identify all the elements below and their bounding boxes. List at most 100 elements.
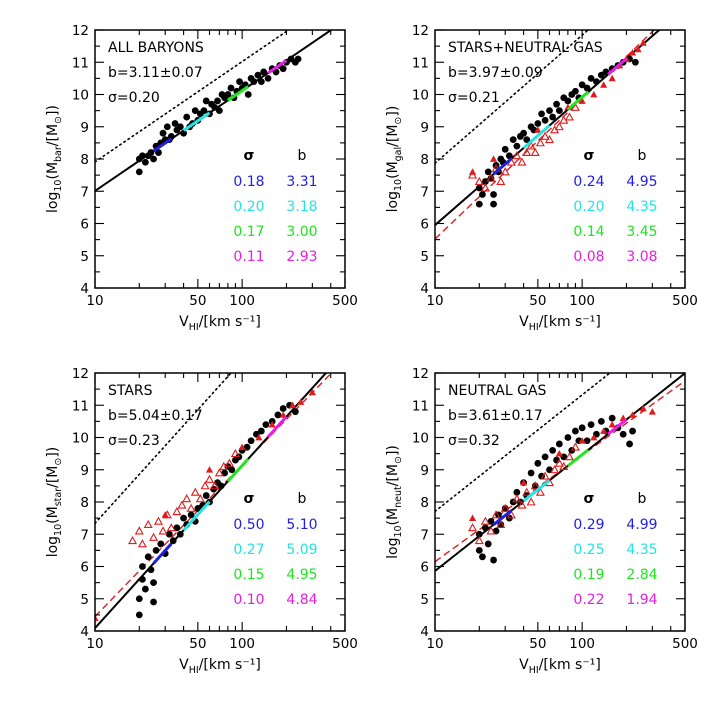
x-tick-label: 500	[332, 636, 358, 652]
data-point	[549, 447, 557, 454]
data-point	[526, 497, 536, 506]
data-point	[519, 479, 528, 486]
x-tick-label: 500	[332, 293, 358, 309]
data-point	[546, 107, 553, 115]
x-tick-label: 500	[672, 293, 698, 309]
fit-slope-text: b=3.97±0.09	[448, 65, 543, 81]
data-point	[236, 78, 243, 85]
bin-segment-2	[522, 479, 551, 503]
data-point	[512, 494, 522, 503]
bin-b-value: 4.35	[626, 542, 657, 558]
bin-sigma-value: 0.20	[233, 199, 264, 215]
x-axis-label: VHI/[km s⁻¹]	[179, 314, 261, 333]
data-point	[157, 540, 165, 548]
data-point	[572, 87, 579, 95]
data-point	[559, 461, 569, 470]
data-point	[550, 465, 560, 474]
data-point	[141, 158, 149, 166]
data-point	[587, 421, 595, 428]
data-point	[535, 138, 545, 147]
data-point	[484, 168, 492, 176]
y-tick-label: 12	[72, 23, 89, 39]
data-point	[475, 530, 483, 538]
data-point	[288, 401, 297, 409]
bin-b-value: 4.99	[626, 517, 657, 533]
data-point	[512, 151, 522, 160]
data-point	[531, 482, 539, 490]
y-tick-label: 9	[420, 120, 429, 136]
data-point	[608, 421, 616, 428]
bin-segment-2	[182, 500, 211, 532]
x-axis-label: VHI/[km s⁻¹]	[179, 657, 261, 676]
data-point	[167, 133, 175, 140]
bin-segment-1	[492, 157, 513, 176]
bin-b-value: 3.00	[286, 224, 317, 240]
data-point	[228, 466, 236, 474]
x-tick-label: 100	[229, 293, 255, 309]
bin-sigma-value: 0.17	[233, 224, 264, 240]
bin-table: σ b 0.24 4.95 0.20 4.35 0.14 3.45 0.08 3.08	[573, 148, 657, 265]
bin-segment-3	[226, 457, 250, 483]
bin-segment-2	[522, 124, 551, 150]
data-point	[139, 152, 146, 160]
bin-sigma-value: 0.50	[233, 517, 264, 533]
data-point	[520, 129, 527, 137]
bin-sigma-value: 0.10	[233, 592, 264, 608]
data-point	[534, 126, 542, 133]
dotted-reference-line	[435, 30, 590, 164]
data-point	[578, 424, 586, 432]
data-point	[264, 74, 272, 82]
y-ticks	[95, 29, 345, 289]
data-point	[527, 469, 535, 477]
scatter-sigma-text: σ=0.20	[108, 90, 160, 106]
bin-b-value: 3.08	[626, 249, 657, 265]
data-point	[505, 152, 513, 160]
panel-1: 10 50 100 500 4 5 6 7 8 9 10 11 12 VHI/[km s⁻¹] log10(…	[45, 23, 358, 333]
data-point	[180, 129, 187, 137]
series-filled-circle	[475, 414, 636, 564]
data-point	[526, 141, 536, 150]
data-point	[490, 200, 497, 208]
x-tick-label: 50	[189, 293, 206, 309]
data-point	[541, 453, 549, 461]
data-point	[570, 442, 580, 451]
data-point	[183, 113, 191, 121]
data-point	[268, 421, 276, 428]
y-axis-label: log10(Mgal/[M⊙])	[385, 106, 404, 213]
y-axis-label: log10(Mstar/[M⊙])	[45, 447, 64, 558]
data-point	[169, 537, 177, 545]
bin-b-value: 2.93	[286, 249, 317, 265]
data-point	[468, 514, 477, 522]
y-tick-label: 6	[80, 560, 89, 576]
y-tick-label: 9	[80, 120, 89, 136]
bin-b-value: 4.84	[286, 592, 317, 608]
data-point	[541, 116, 549, 124]
best-fit-line	[95, 373, 328, 629]
data-point	[535, 487, 545, 496]
y-tick-label: 8	[420, 152, 429, 168]
plot-area	[435, 30, 661, 240]
data-point	[137, 539, 147, 548]
bin-sigma-value: 0.08	[573, 249, 604, 265]
data-point	[171, 120, 179, 127]
series-filled-triangle	[468, 404, 656, 522]
x-tick-label: 10	[86, 636, 103, 652]
data-point	[564, 452, 575, 461]
data-point	[487, 174, 495, 182]
data-point	[200, 481, 210, 490]
plot-area	[95, 30, 333, 192]
y-ticks	[435, 29, 685, 289]
scatter-sigma-text: σ=0.32	[448, 433, 500, 449]
data-point	[215, 107, 223, 115]
x-tick-label: 10	[426, 293, 443, 309]
y-tick-label: 10	[72, 88, 89, 104]
bin-sigma-value: 0.15	[233, 567, 264, 583]
dotted-reference-line	[95, 30, 290, 163]
bin-sigma-value: 0.24	[573, 174, 604, 190]
data-point	[501, 505, 509, 512]
data-point	[187, 511, 195, 519]
data-point	[496, 519, 506, 529]
bin-b-value: 3.45	[626, 224, 657, 240]
data-point	[200, 107, 208, 115]
